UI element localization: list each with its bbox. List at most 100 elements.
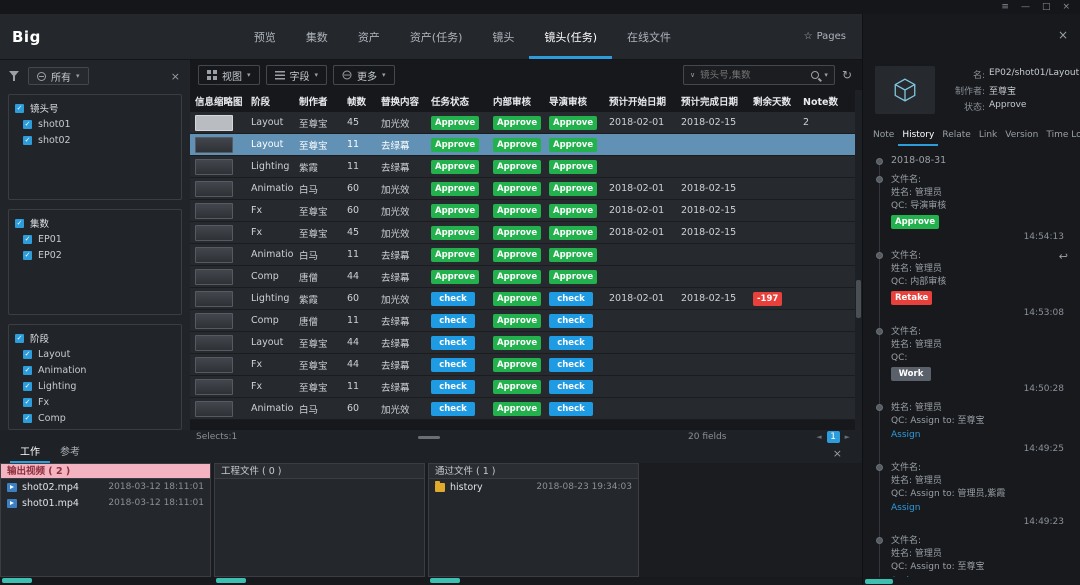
filter-item[interactable]: ✓ Layout <box>15 346 175 362</box>
status-badge[interactable]: Approve <box>549 137 598 152</box>
checkbox-checked-icon[interactable]: ✓ <box>23 365 32 375</box>
table-row[interactable]: Lighting 紫霞 11 去绿幕 Approve Approve Approve <box>190 156 862 178</box>
table-row[interactable]: Fx 至尊宝 60 加光效 Approve Approve Approve 2018-02-0… <box>190 200 862 222</box>
file-row[interactable]: shot02.mp4 2018-03-12 18:11:01 <box>1 479 210 495</box>
table-row[interactable]: Lighting 紫霞 60 加光效 check Approve check 2018-02-… <box>190 288 862 310</box>
column-header[interactable]: 导演审核 <box>549 97 588 108</box>
checkbox-checked-icon[interactable]: ✓ <box>23 234 32 244</box>
detail-tab[interactable]: Version <box>1005 130 1039 140</box>
nav-tab[interactable]: 资产 <box>357 30 380 44</box>
column-scrollbar[interactable] <box>2 578 32 583</box>
detail-tab[interactable]: History <box>898 130 939 146</box>
detail-tab[interactable]: Time Log <box>1046 130 1080 140</box>
table-row[interactable]: Layout 至尊宝 45 加光效 Approve Approve Approve 2018-… <box>190 112 862 134</box>
bottom-tab[interactable]: 工作 <box>10 443 50 463</box>
column-scrollbar[interactable] <box>430 578 460 583</box>
filter-item[interactable]: ✓ EP01 <box>15 231 175 247</box>
column-header[interactable]: 信息缩略图 <box>195 97 243 108</box>
status-badge[interactable]: Approve <box>431 137 480 152</box>
chevron-down-icon[interactable]: ▾ <box>824 71 828 79</box>
status-badge[interactable]: check <box>549 335 593 350</box>
status-badge[interactable]: Approve <box>431 203 480 218</box>
status-badge[interactable]: Approve <box>493 357 542 372</box>
table-row[interactable]: Fx 至尊宝 44 去绿幕 check Approve check <box>190 354 862 376</box>
search-icon[interactable] <box>811 71 820 79</box>
search-field-chevron-icon[interactable]: ∨ <box>689 71 696 79</box>
filter-item[interactable]: ✓ Lighting <box>15 378 175 394</box>
filter-group-header[interactable]: ✓ 镜头号 <box>15 100 175 116</box>
nav-tab[interactable]: 集数 <box>305 30 328 44</box>
column-header[interactable]: 制作者 <box>299 97 328 108</box>
column-header[interactable]: 剩余天数 <box>753 97 792 108</box>
column-header[interactable]: Note数 <box>803 97 838 108</box>
file-row[interactable]: history 2018-08-23 19:34:03 <box>429 479 638 495</box>
checkbox-checked-icon[interactable]: ✓ <box>15 103 24 113</box>
status-badge[interactable]: Approve <box>493 335 542 350</box>
checkbox-checked-icon[interactable]: ✓ <box>15 218 24 228</box>
detail-tab[interactable]: Relate <box>942 130 971 140</box>
status-badge[interactable]: Approve <box>493 313 542 328</box>
filter-item[interactable]: ✓ Comp <box>15 410 175 426</box>
status-badge[interactable]: check <box>431 313 475 328</box>
filter-group-header[interactable]: ✓ 阶段 <box>15 330 175 346</box>
table-row[interactable]: Comp 唐僧 11 去绿幕 check Approve check <box>190 310 862 332</box>
table-row[interactable]: Animation 白马 11 去绿幕 Approve Approve Approve <box>190 244 862 266</box>
status-badge[interactable]: check <box>431 379 475 394</box>
status-badge[interactable]: Approve <box>493 137 542 152</box>
filter-item[interactable]: ✓ Animation <box>15 362 175 378</box>
table-row[interactable]: Fx 至尊宝 11 去绿幕 check Approve check <box>190 376 862 398</box>
status-badge[interactable]: check <box>549 401 593 416</box>
status-badge[interactable]: check <box>549 357 593 372</box>
detail-panel-scrollbar[interactable] <box>865 579 893 584</box>
detail-tab[interactable]: Link <box>978 130 998 140</box>
status-badge[interactable]: Approve <box>431 247 480 262</box>
status-badge[interactable]: check <box>431 401 475 416</box>
filter-item[interactable]: ✓ Fx <box>15 394 175 410</box>
window-minimize-icon[interactable]: — <box>1020 2 1030 12</box>
table-horizontal-scrollbar[interactable] <box>418 436 440 439</box>
status-badge[interactable]: Approve <box>431 225 480 240</box>
checkbox-checked-icon[interactable]: ✓ <box>23 250 32 260</box>
table-row[interactable]: Comp 唐僧 44 去绿幕 Approve Approve Approve <box>190 266 862 288</box>
column-header[interactable]: 预计开始日期 <box>609 97 667 108</box>
undo-icon[interactable]: ↩ <box>1058 250 1068 263</box>
detail-tab[interactable]: Note <box>873 130 895 140</box>
table-row[interactable]: Layout 至尊宝 44 去绿幕 check Approve check <box>190 332 862 354</box>
status-badge[interactable]: Approve <box>493 291 542 306</box>
file-column-header[interactable]: 工程文件 ( 0 ) <box>215 464 424 479</box>
nav-tab[interactable]: 在线文件 <box>627 30 671 44</box>
status-badge[interactable]: Approve <box>431 115 480 130</box>
status-badge[interactable]: Approve <box>493 379 542 394</box>
column-header[interactable]: 替换内容 <box>381 97 420 108</box>
checkbox-checked-icon[interactable]: ✓ <box>23 413 32 423</box>
table-row[interactable]: Animation 白马 60 加光效 check Approve check <box>190 398 862 420</box>
status-badge[interactable]: Approve <box>493 181 542 196</box>
checkbox-checked-icon[interactable]: ✓ <box>23 119 32 129</box>
table-row[interactable]: Animation 白马 60 加光效 Approve Approve Approve 201… <box>190 178 862 200</box>
status-badge[interactable]: check <box>549 379 593 394</box>
column-scrollbar[interactable] <box>216 578 246 583</box>
status-badge[interactable]: Approve <box>493 115 542 130</box>
filter-preset-dropdown[interactable]: 所有 ▾ <box>28 67 89 85</box>
view-button[interactable]: 视图 ▾ <box>198 65 260 85</box>
status-badge[interactable]: Approve <box>431 181 480 196</box>
status-badge[interactable]: Approve <box>549 247 598 262</box>
window-close-icon[interactable]: × <box>1062 2 1070 12</box>
status-badge[interactable]: Approve <box>493 203 542 218</box>
status-badge[interactable]: check <box>431 291 475 306</box>
status-badge[interactable]: check <box>431 357 475 372</box>
status-badge[interactable]: Approve <box>549 181 598 196</box>
checkbox-checked-icon[interactable]: ✓ <box>23 381 32 391</box>
checkbox-checked-icon[interactable]: ✓ <box>15 333 24 343</box>
column-header[interactable]: 预计完成日期 <box>681 97 739 108</box>
file-column-header[interactable]: 输出视频 ( 2 ) <box>1 464 210 479</box>
assign-link[interactable]: Assign <box>891 574 1076 577</box>
column-header[interactable]: 阶段 <box>251 97 271 108</box>
more-button[interactable]: 更多 ▾ <box>333 65 395 85</box>
bottom-panel-close-icon[interactable]: × <box>832 447 842 460</box>
status-badge[interactable]: Approve <box>431 159 480 174</box>
window-menu-icon[interactable]: ≡ <box>1001 2 1009 12</box>
window-maximize-icon[interactable]: □ <box>1041 2 1051 12</box>
status-badge[interactable]: Approve <box>549 269 598 284</box>
bottom-tab[interactable]: 参考 <box>60 447 80 458</box>
